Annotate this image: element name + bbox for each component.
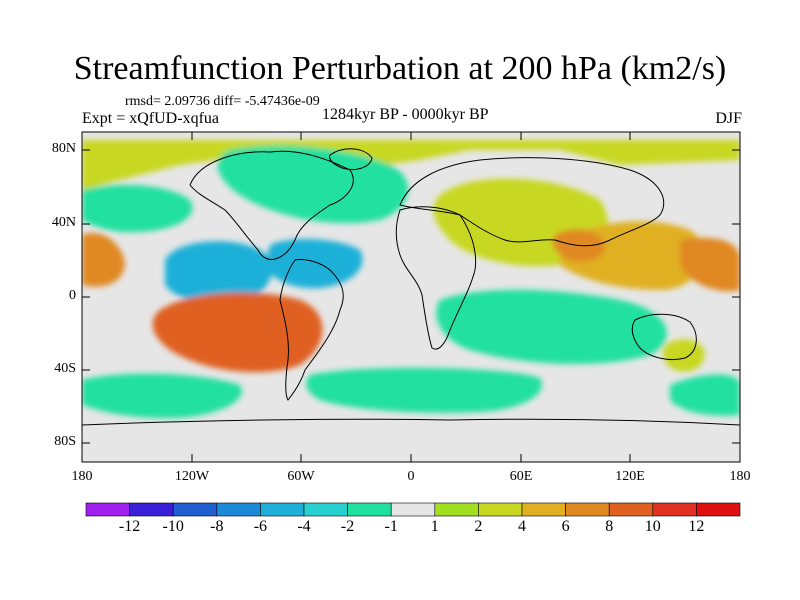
southern-ocean-negative — [82, 367, 740, 419]
colorbar-label: -2 — [340, 518, 355, 535]
lon-label: 120E — [615, 469, 645, 484]
colorbar-label: 10 — [644, 518, 661, 535]
colorbar-label: -1 — [384, 518, 398, 535]
experiment-label: Expt = xQfUD-xqfua — [82, 110, 219, 127]
colorbar-swatch — [260, 502, 305, 517]
lat-label: 80S — [54, 434, 76, 449]
colorbar-label: -10 — [162, 518, 184, 535]
plot-title: Streamfunction Perturbation at 200 hPa (… — [73, 50, 727, 87]
rmsd-stats: rmsd= 2.09736 diff= -5.47436e-09 — [125, 94, 320, 109]
colorbar-label: -12 — [118, 518, 141, 535]
colorbar-swatch — [565, 502, 610, 517]
lon-label: 60W — [287, 469, 315, 484]
colorbar-swatch — [652, 502, 697, 517]
indian-ocean-negative — [436, 289, 667, 365]
caribbean-negative — [265, 238, 363, 289]
lon-label: 120W — [174, 469, 210, 484]
colorbar-label: 2 — [474, 518, 483, 535]
colorbar — [85, 502, 741, 517]
colorbar-swatch — [347, 502, 392, 517]
colorbar-label: -6 — [253, 518, 268, 535]
colorbar-label: 8 — [605, 518, 614, 535]
lat-label: 0 — [69, 288, 76, 303]
colorbar-swatch — [85, 502, 130, 517]
season-label: DJF — [715, 110, 742, 127]
lon-label: 0 — [407, 469, 415, 484]
lon-label: 60E — [509, 469, 533, 484]
lat-label: 80N — [51, 141, 76, 156]
colorbar-swatch — [521, 502, 566, 517]
colorbar-swatch — [390, 502, 436, 517]
colorbar-label: -4 — [297, 518, 311, 535]
lat-label: 40S — [54, 361, 76, 376]
axis-ticks — [81, 132, 741, 462]
colorbar-swatch — [608, 502, 654, 517]
australia-positive — [662, 339, 705, 372]
colorbar-label: -8 — [210, 518, 224, 535]
colorbar-label: 1 — [430, 518, 439, 535]
colorbar-label: 12 — [688, 518, 705, 535]
colorbar-swatch — [303, 502, 348, 517]
colorbar-swatch — [172, 502, 218, 517]
north-pacific-negative — [82, 184, 193, 233]
colorbar-label: 6 — [561, 518, 570, 535]
period-label: 1284kyr BP - 0000kyr BP — [322, 106, 489, 123]
colorbar-swatch — [129, 502, 174, 517]
lon-label: 180 — [729, 469, 751, 484]
south-pacific-positive — [152, 292, 323, 373]
colorbar-swatch — [696, 502, 741, 517]
colorbar-label: 4 — [518, 518, 526, 535]
tropical-pacific-negative — [165, 241, 272, 304]
colorbar-swatch — [478, 502, 523, 517]
coastlines — [82, 148, 740, 426]
colorbar-swatch — [434, 502, 479, 517]
lat-label: 40N — [51, 215, 76, 230]
north-america-negative — [217, 145, 409, 224]
colorbar-swatch — [216, 502, 261, 517]
lon-label: 180 — [71, 469, 93, 484]
